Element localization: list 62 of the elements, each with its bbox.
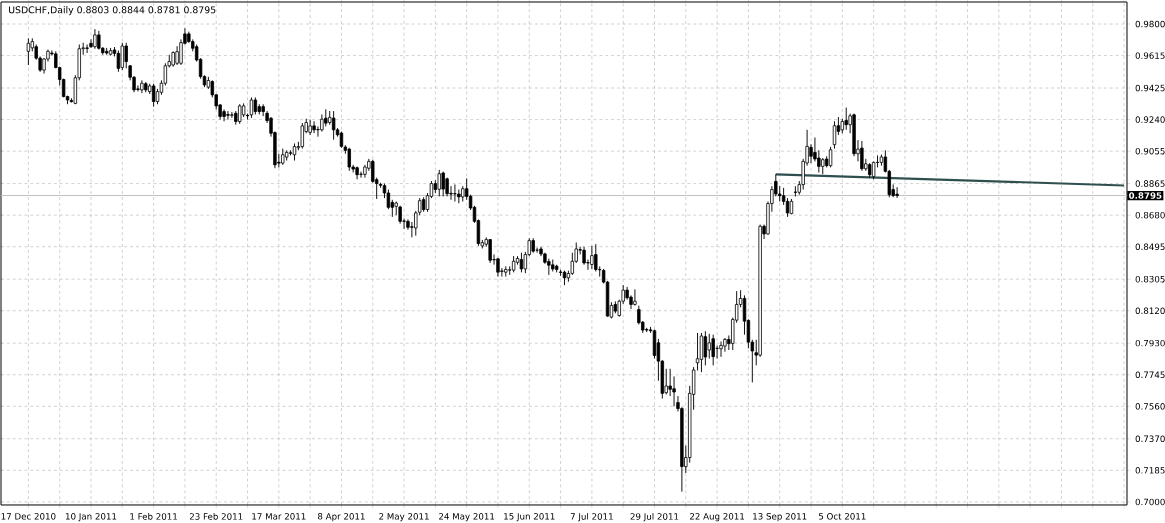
candlestick xyxy=(312,120,316,134)
candlestick xyxy=(844,107,848,131)
candlestick xyxy=(93,28,97,50)
x-tick-label: 17 Dec 2010 xyxy=(1,513,56,520)
y-tick-label: 0.8680 xyxy=(1135,211,1165,219)
x-tick-label: 1 Feb 2011 xyxy=(130,513,178,520)
candlestick xyxy=(230,111,234,119)
x-tick-label: 24 May 2011 xyxy=(439,513,495,522)
x-tick-label: 10 Jan 2011 xyxy=(65,513,117,522)
x-tick-label: 17 Mar 2011 xyxy=(252,513,306,520)
x-tick-label: 13 Sep 2011 xyxy=(753,513,807,522)
candlestick xyxy=(226,110,230,121)
x-tick-label: 8 Apr 2011 xyxy=(317,513,365,522)
y-tick-label: 0.7370 xyxy=(1135,435,1165,443)
x-tick-label: 29 Jul 2011 xyxy=(630,513,679,522)
y-tick-label: 0.9615 xyxy=(1135,52,1165,59)
y-tick-label: 0.8305 xyxy=(1135,275,1165,283)
y-tick-label: 0.7185 xyxy=(1135,467,1165,474)
y-tick-label: 0.7000 xyxy=(1135,498,1165,506)
y-tick-label: 0.9425 xyxy=(1135,84,1165,92)
x-tick-label: 2 May 2011 xyxy=(379,513,429,522)
candlestick xyxy=(703,330,708,366)
y-tick-label: 0.7560 xyxy=(1135,403,1165,410)
candlestick xyxy=(116,49,121,73)
candlestick xyxy=(711,334,715,366)
x-tick-label: 15 Jun 2011 xyxy=(504,513,555,522)
candlestick xyxy=(860,140,864,172)
y-tick-label: 0.8495 xyxy=(1135,243,1165,251)
candlestick xyxy=(222,108,226,122)
y-tick-label: 0.8120 xyxy=(1135,307,1165,315)
x-tick-label: 22 Aug 2011 xyxy=(689,513,745,522)
candlestick xyxy=(308,119,312,136)
candlestick xyxy=(778,185,782,202)
candlestick xyxy=(441,171,445,197)
y-tick-label: 0.9055 xyxy=(1135,147,1165,155)
y-tick-label: 0.7930 xyxy=(1135,339,1165,347)
candlestick xyxy=(89,38,93,49)
x-tick-label: 5 Oct 2011 xyxy=(818,513,866,520)
candlestick xyxy=(120,42,124,71)
y-tick-label: 0.9240 xyxy=(1135,116,1165,123)
x-tick-label: 7 Jul 2011 xyxy=(570,513,613,522)
ref-line-label: 0.8795 xyxy=(1129,192,1162,199)
y-tick-label: 0.8865 xyxy=(1135,180,1165,187)
y-tick-label: 0.9800 xyxy=(1135,20,1165,28)
candlestick xyxy=(832,120,837,150)
candlestick xyxy=(488,238,492,264)
candlestick xyxy=(437,169,441,197)
candlestick xyxy=(707,333,711,360)
candlestick xyxy=(590,245,594,270)
x-tick-label: 23 Feb 2011 xyxy=(189,513,243,520)
chart-title: USDCHF,Daily 0.8803 0.8844 0.8781 0.8795 xyxy=(9,6,216,16)
candlestick xyxy=(699,332,704,373)
candlestick xyxy=(300,122,305,150)
candlestick xyxy=(895,186,899,199)
y-tick-label: 0.7745 xyxy=(1135,371,1165,379)
candlestick xyxy=(238,103,242,125)
candlestick xyxy=(719,341,723,358)
candlestick xyxy=(723,337,727,353)
candlestick xyxy=(453,183,457,202)
candlestick xyxy=(633,288,637,307)
candlestick xyxy=(175,45,179,66)
candlestick xyxy=(97,30,101,51)
